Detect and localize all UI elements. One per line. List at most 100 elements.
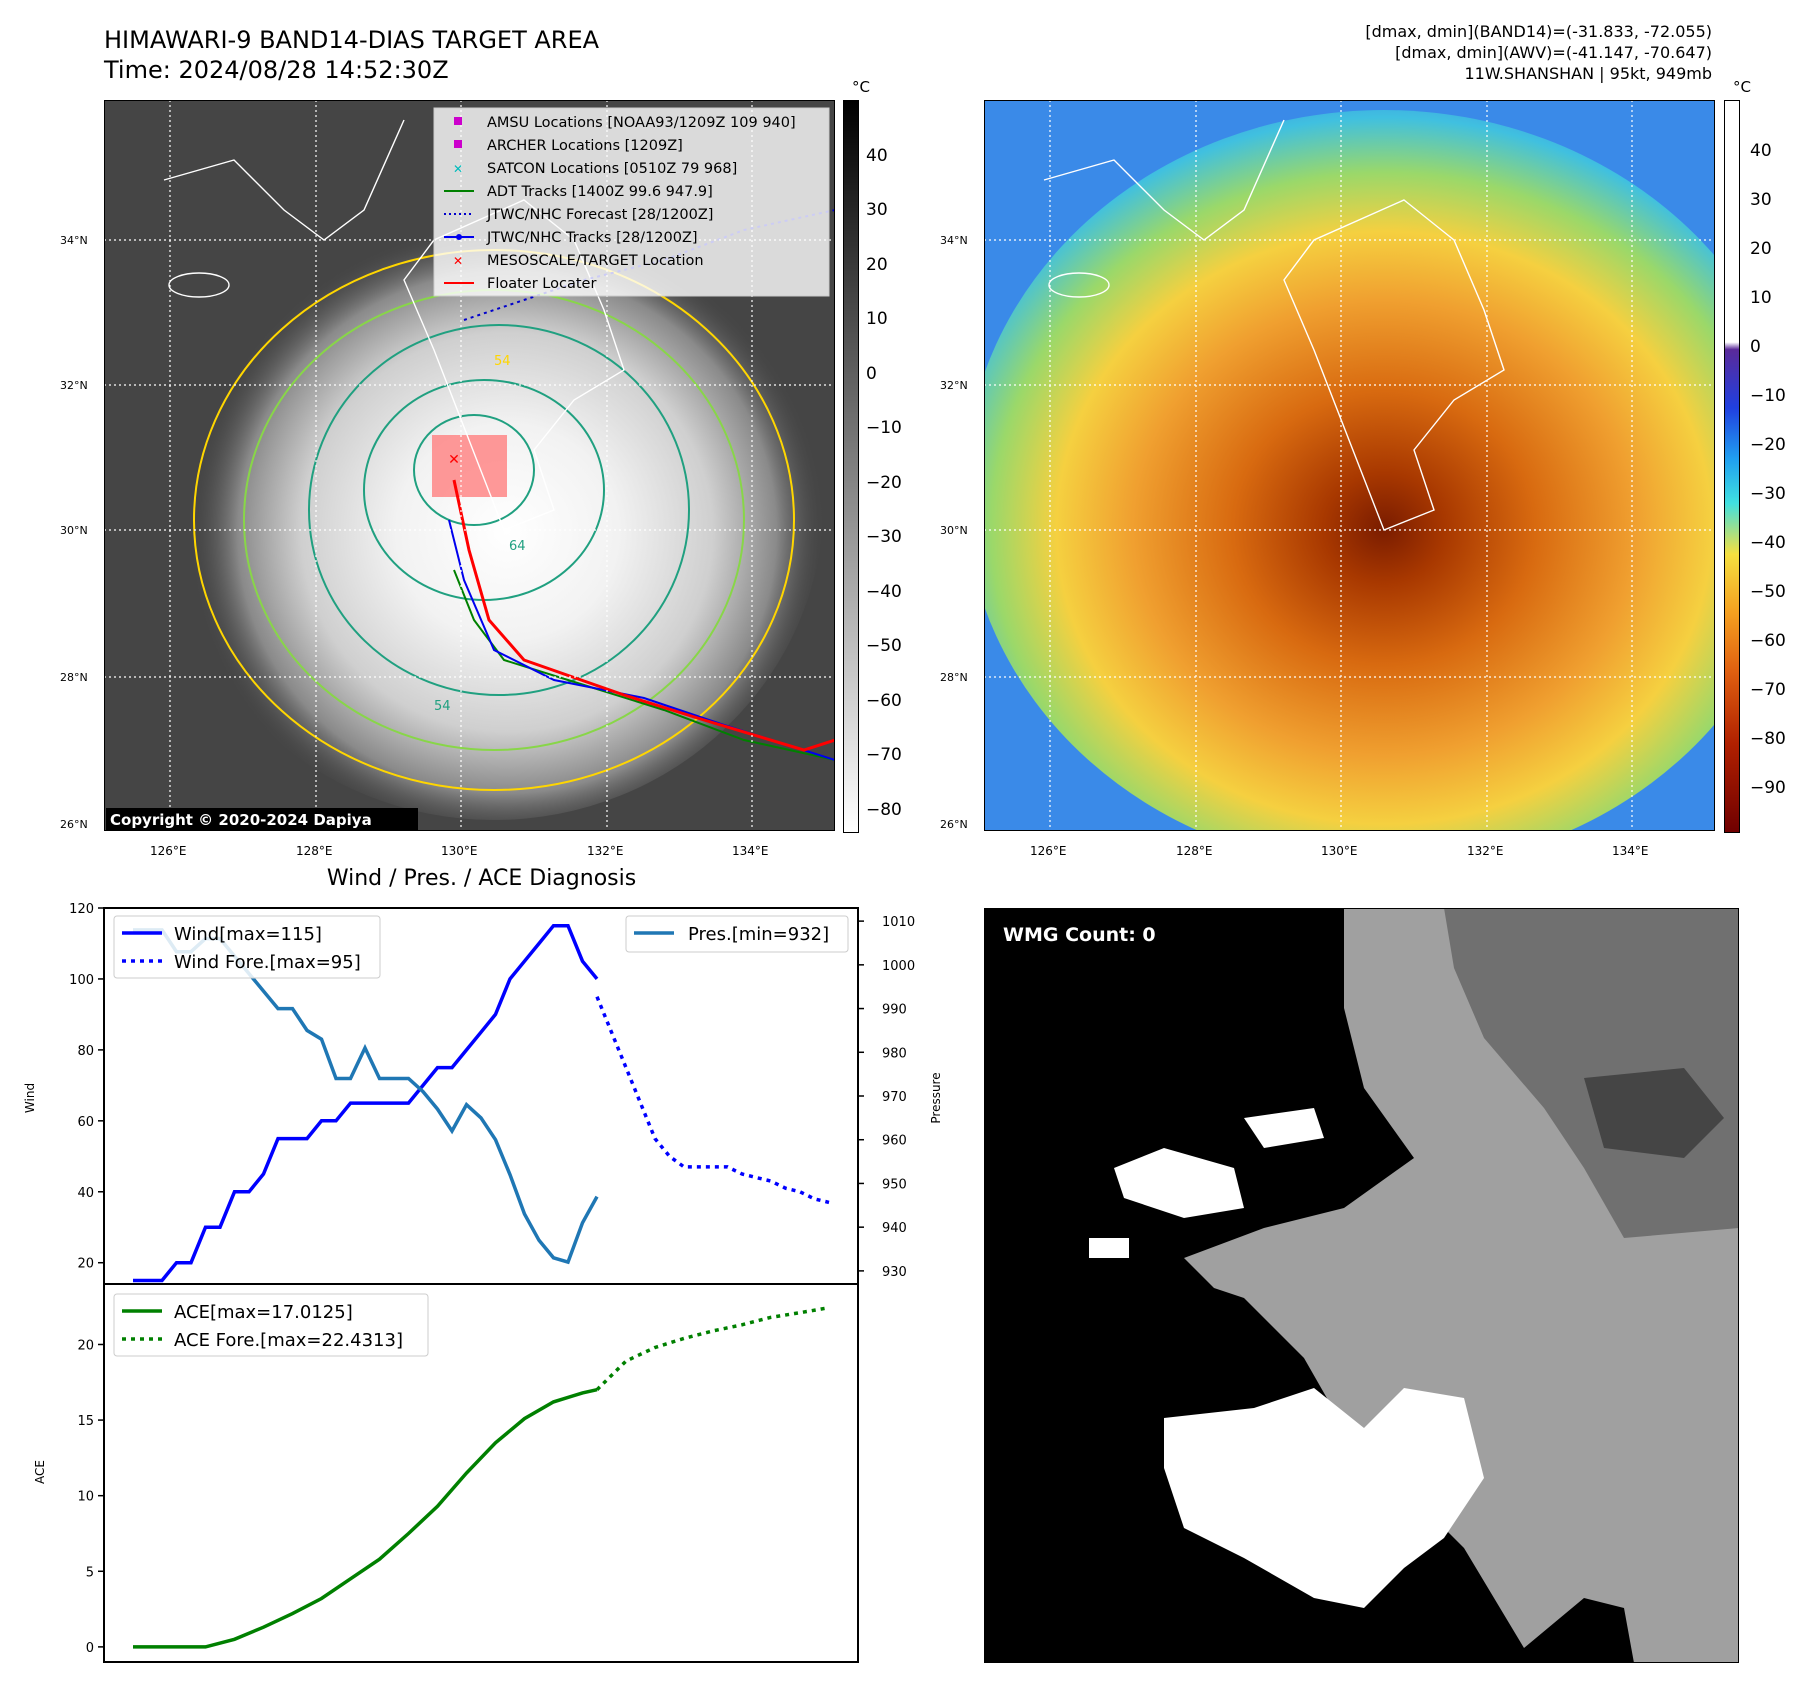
pressure-line	[133, 928, 599, 1265]
wind-tick-label: 120	[69, 902, 94, 917]
copyright-text: Copyright © 2020-2024 Dapiya	[110, 811, 372, 829]
ace-tick-label: 20	[77, 1338, 94, 1353]
lon-label-132: 132°E	[587, 844, 624, 858]
copyright-bg	[106, 808, 418, 830]
ir-tick: −10	[866, 418, 902, 438]
lat-label-28-right: 28°N	[940, 671, 968, 684]
ace-y-ticks: 20 15 10 5 0	[77, 1338, 104, 1656]
stats-line-3: 11W.SHANSHAN | 95kt, 949mb	[1464, 64, 1712, 83]
legend-archer-label: ARCHER Locations [1209Z]	[487, 138, 683, 154]
enh-tick: −70	[1750, 680, 1786, 700]
wind-tick-label: 100	[69, 973, 94, 988]
legend-entries: AMSU Locations [NOAA93/1209Z 109 940] AR…	[444, 115, 796, 292]
lat-label-30-right: 30°N	[940, 524, 968, 537]
pressure-tick-label: 930	[882, 1265, 907, 1280]
enh-tick: 40	[1750, 141, 1772, 161]
enh-tick: 30	[1750, 190, 1772, 210]
legend-target-symbol: ✕	[453, 254, 463, 268]
lat-label-32: 32°N	[60, 379, 88, 392]
enh-tick: −20	[1750, 435, 1786, 455]
wind-legend-box	[113, 915, 381, 979]
ace-tick-label: 0	[86, 1641, 94, 1656]
ir-tick: 20	[866, 255, 888, 275]
wmg-white-region-2	[1244, 1108, 1324, 1148]
ir-tick: 30	[866, 200, 888, 220]
wind-tick-label: 20	[77, 1257, 94, 1272]
legend-forecast-label: JTWC/NHC Forecast [28/1200Z]	[486, 207, 713, 223]
enh-tick: 0	[1750, 337, 1761, 357]
ace-axis-label: ACE	[33, 1460, 47, 1484]
pressure-axis-label: Pressure	[929, 1072, 943, 1123]
enh-tick: −90	[1750, 778, 1786, 798]
wind-series-group	[133, 923, 830, 1283]
wind-legend: Wind[max=115] Wind Fore.[max=95]	[113, 915, 381, 979]
stats-line-1: [dmax, dmin](BAND14)=(-31.833, -72.055)	[1365, 22, 1712, 41]
lon-label-130-right: 130°E	[1321, 844, 1358, 858]
target-marker: ✕	[448, 452, 460, 468]
pressure-tick-label: 1010	[882, 915, 915, 930]
ace-line	[133, 1387, 598, 1649]
wind-legend-label: Wind[max=115]	[174, 924, 322, 945]
legend-satcon-symbol: ✕	[453, 162, 463, 176]
ir-tick: −50	[866, 636, 902, 656]
enh-tick: −60	[1750, 631, 1786, 651]
lon-label-134-right: 134°E	[1612, 844, 1649, 858]
coastline-jeju	[168, 272, 230, 298]
coastline-kyushu-right	[1283, 199, 1505, 531]
legend-floater-label: Floater Locater	[487, 276, 596, 292]
wmg-panel	[984, 908, 1739, 1663]
ir-colorbar-unit: °C	[852, 78, 870, 96]
ace-tick-label: 5	[86, 1565, 94, 1580]
enh-tick: −10	[1750, 386, 1786, 406]
lat-label-32-right: 32°N	[940, 379, 968, 392]
ace-forecast-line	[595, 1305, 830, 1391]
legend-satcon-label: SATCON Locations [0510Z 79 968]	[487, 161, 737, 177]
legend-box	[433, 107, 830, 297]
enhanced-colorbar	[1724, 100, 1740, 833]
wind-tick-label: 40	[77, 1186, 94, 1201]
enhanced-colorbar-unit: °C	[1733, 78, 1751, 96]
wind-y-ticks: 120 100 80 60 40 20	[69, 902, 104, 1272]
lat-label-30: 30°N	[60, 524, 88, 537]
diagnosis-title: Wind / Pres. / ACE Diagnosis	[326, 866, 637, 891]
lat-label-26-right: 26°N	[940, 818, 968, 831]
wmg-count-badge: WMG Count: 0	[996, 920, 1163, 950]
legend-amsu-symbol	[454, 117, 462, 125]
ace-legend-box	[113, 1293, 429, 1357]
lat-label-34: 34°N	[60, 234, 88, 247]
lon-label-126-right: 126°E	[1030, 844, 1067, 858]
legend-archer-symbol	[454, 140, 462, 148]
contour-label-1: 54	[494, 354, 511, 369]
coastline-korea-right	[1043, 119, 1285, 241]
ace-tick-label: 10	[77, 1490, 94, 1505]
ace-legend-label: ACE[max=17.0125]	[174, 1302, 353, 1323]
pressure-tick-label: 960	[882, 1134, 907, 1149]
enhanced-map-panel	[984, 100, 1715, 831]
wind-tick-label: 60	[77, 1115, 94, 1130]
stats-line-2: [dmax, dmin](AWV)=(-41.147, -70.647)	[1395, 43, 1712, 62]
ace-legend: ACE[max=17.0125] ACE Fore.[max=22.4313]	[113, 1293, 429, 1357]
enh-tick: −30	[1750, 484, 1786, 504]
ir-tick: 40	[866, 146, 888, 166]
ir-tick: 0	[866, 364, 877, 384]
coastline-jeju-right	[1048, 272, 1110, 298]
contour-teal-outer	[308, 324, 690, 696]
legend-jtwc-label: JTWC/NHC Tracks [28/1200Z]	[486, 230, 698, 246]
lon-label-128-right: 128°E	[1176, 844, 1213, 858]
enh-tick: −80	[1750, 729, 1786, 749]
ir-tick: 10	[866, 309, 888, 329]
legend-adt-label: ADT Tracks [1400Z 99.6 947.9]	[487, 184, 713, 200]
legend-target-label: MESOSCALE/TARGET Location	[487, 253, 704, 269]
ace-forecast-legend-label: ACE Fore.[max=22.4313]	[174, 1330, 403, 1351]
wmg-white-region-3	[1089, 1238, 1129, 1258]
title-line-2: Time: 2024/08/28 14:52:30Z	[104, 56, 449, 84]
contour-label-3: 54	[434, 699, 451, 714]
contour-teal-core	[413, 414, 535, 526]
pressure-tick-label: 940	[882, 1221, 907, 1236]
ace-series-group	[133, 1305, 830, 1649]
lon-label-126: 126°E	[150, 844, 187, 858]
ir-colorbar	[843, 100, 859, 833]
wmg-darker-region	[1584, 1068, 1724, 1158]
wind-tick-label: 80	[77, 1044, 94, 1059]
